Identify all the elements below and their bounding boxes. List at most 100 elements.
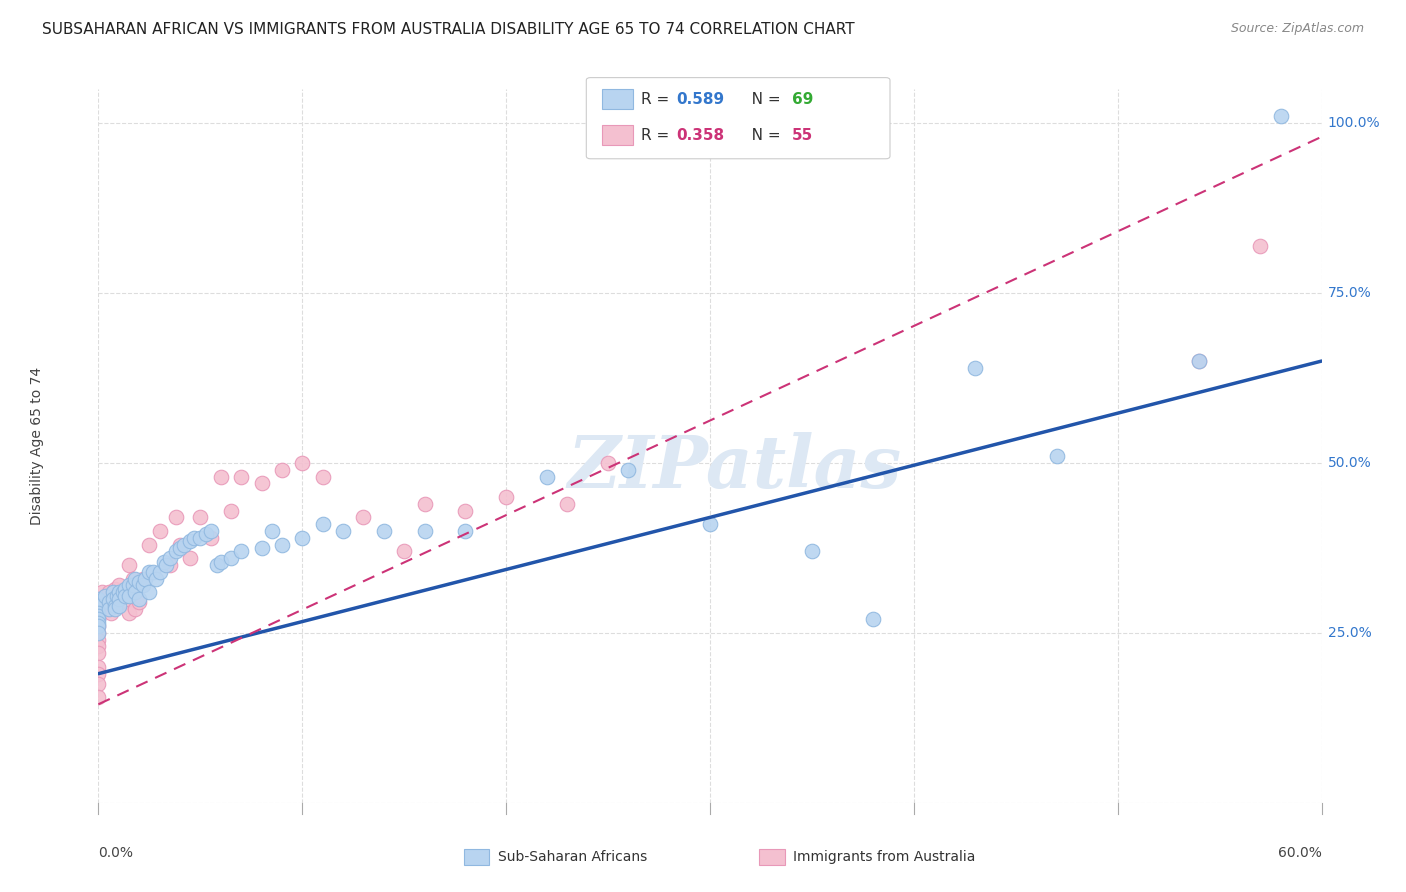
Point [104,599,127,613]
Text: SUBSAHARAN AFRICAN VS IMMIGRANTS FROM AUSTRALIA DISABILITY AGE 65 TO 74 CORRELAT: SUBSAHARAN AFRICAN VS IMMIGRANTS FROM AU… [42,22,855,37]
Point [149,524,172,538]
Point [165,510,187,524]
Text: Source: ZipAtlas.com: Source: ZipAtlas.com [1230,22,1364,36]
Point [231,469,253,483]
Point [250,476,273,491]
Point [87,632,110,647]
Point [270,537,294,551]
Point [1045,449,1069,463]
Point [96,599,118,613]
Point [128,574,150,589]
Point [97,595,120,609]
Point [801,544,824,558]
Text: R =: R = [641,128,675,143]
Point [87,599,110,613]
Text: 60.0%: 60.0% [1278,846,1322,860]
Text: 25.0%: 25.0% [1327,626,1371,640]
Point [1270,109,1292,123]
Text: 0.358: 0.358 [676,128,724,143]
Point [1188,354,1211,368]
Point [373,524,395,538]
Point [87,606,110,620]
Point [87,612,110,626]
Point [118,558,141,572]
Point [93,591,115,606]
Point [159,551,181,566]
Point [111,585,134,599]
Text: 100.0%: 100.0% [1327,116,1381,130]
Point [114,582,136,596]
Point [87,677,110,691]
Point [87,591,110,606]
Point [179,534,201,549]
Text: 69: 69 [792,93,813,107]
Point [183,531,205,545]
Point [392,544,416,558]
Point [128,595,150,609]
Point [159,558,181,572]
Point [87,608,110,623]
Text: 50.0%: 50.0% [1327,456,1371,470]
Point [87,626,110,640]
Point [87,660,110,674]
Point [699,517,721,532]
Point [97,585,120,599]
Point [138,565,160,579]
Point [155,558,177,572]
Point [108,599,131,613]
Point [101,591,124,606]
Point [124,572,146,586]
Text: N =: N = [737,128,785,143]
Point [352,510,374,524]
Point [134,572,156,586]
Point [108,591,131,606]
Point [122,578,145,592]
Point [87,591,110,606]
Point [108,591,131,606]
Point [205,558,228,572]
Point [173,537,195,551]
Point [169,537,191,551]
Text: ZIPatlas: ZIPatlas [568,432,901,503]
Point [87,646,110,660]
Point [108,578,131,592]
Point [312,517,335,532]
Point [101,591,124,606]
Point [291,456,314,470]
Point [965,360,987,375]
Point [100,606,122,620]
Point [87,640,110,654]
Text: 55: 55 [792,128,813,143]
Point [132,572,155,586]
Point [87,666,110,681]
Point [118,578,141,592]
Point [87,690,110,705]
Point [200,531,222,545]
Point [260,524,283,538]
Point [219,503,242,517]
Point [118,606,141,620]
Point [209,555,232,569]
Point [179,551,201,566]
Point [219,551,242,566]
Point [188,510,212,524]
Point [495,490,517,504]
Point [93,589,115,603]
Point [332,524,354,538]
Point [114,595,136,609]
Point [413,497,436,511]
Point [617,463,640,477]
Point [250,541,273,555]
Point [138,585,160,599]
Text: 0.589: 0.589 [676,93,724,107]
Text: Disability Age 65 to 74: Disability Age 65 to 74 [31,367,44,525]
Point [87,619,110,633]
Point [138,537,160,551]
Point [104,602,127,616]
Point [124,602,146,616]
Point [114,589,136,603]
Point [598,456,620,470]
Point [270,463,294,477]
Point [118,589,141,603]
Point [108,585,131,599]
